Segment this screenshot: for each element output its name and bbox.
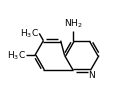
Text: H$_3$C: H$_3$C <box>7 49 26 62</box>
Text: H$_3$C: H$_3$C <box>20 27 39 40</box>
Text: NH$_2$: NH$_2$ <box>65 18 83 30</box>
Text: N: N <box>88 71 95 80</box>
